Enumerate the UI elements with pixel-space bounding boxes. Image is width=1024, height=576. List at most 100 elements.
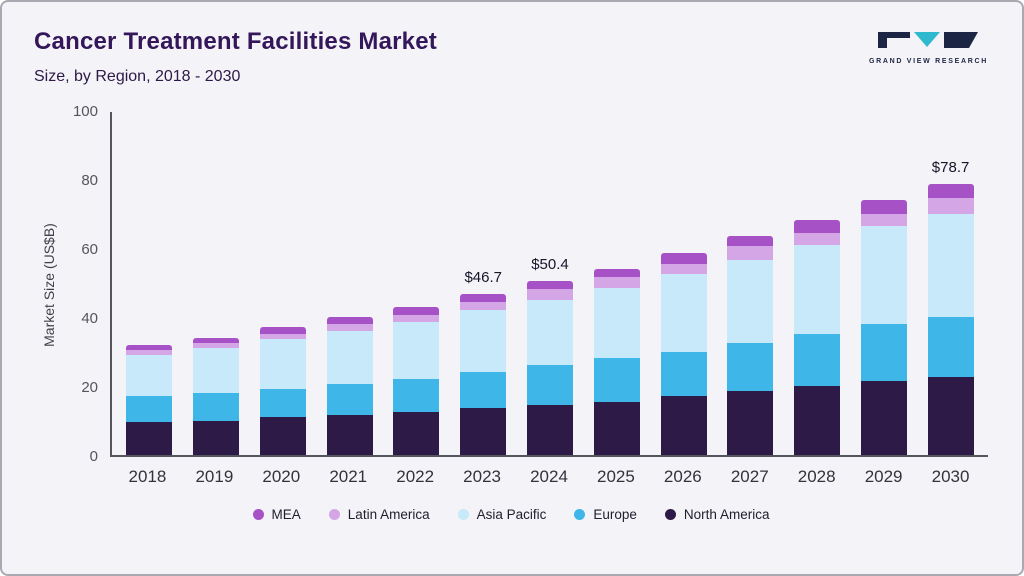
x-axis-label-2028: 2028 xyxy=(797,467,836,486)
bar-segment-north-america[interactable] xyxy=(460,408,507,455)
legend-item-asia-pacific[interactable]: Asia Pacific xyxy=(457,507,546,522)
stacked-bar-2019[interactable] xyxy=(193,337,240,455)
bar-segment-asia-pacific[interactable] xyxy=(860,225,907,324)
stacked-bar-2021[interactable] xyxy=(326,317,373,455)
bar-group-2026 xyxy=(650,253,717,455)
bar-segment-mea[interactable] xyxy=(326,317,373,324)
bar-segment-latin-america[interactable] xyxy=(794,232,841,245)
bar-segment-north-america[interactable] xyxy=(860,380,907,455)
bar-segment-asia-pacific[interactable] xyxy=(794,244,841,335)
bar-segment-mea[interactable] xyxy=(460,293,507,302)
legend-item-north-america[interactable]: North America xyxy=(664,507,769,522)
bar-segment-europe[interactable] xyxy=(660,351,707,397)
bar-segment-latin-america[interactable] xyxy=(259,334,306,340)
bar-segment-europe[interactable] xyxy=(460,372,507,409)
bar-segment-latin-america[interactable] xyxy=(727,246,774,261)
bar-segment-latin-america[interactable] xyxy=(326,323,373,331)
bar-segment-asia-pacific[interactable] xyxy=(660,273,707,352)
bar-segment-latin-america[interactable] xyxy=(860,213,907,226)
bar-segment-north-america[interactable] xyxy=(326,415,373,455)
x-axis-label-2029: 2029 xyxy=(864,467,903,486)
bar-segment-north-america[interactable] xyxy=(393,411,440,455)
legend-item-mea[interactable]: MEA xyxy=(252,507,301,522)
bar-segment-north-america[interactable] xyxy=(727,391,774,455)
y-tick-label: 40 xyxy=(81,310,98,327)
bar-segment-mea[interactable] xyxy=(727,235,774,247)
bar-segment-latin-america[interactable] xyxy=(193,342,240,349)
stacked-bar-2024[interactable] xyxy=(526,281,573,455)
bar-segment-europe[interactable] xyxy=(927,317,974,378)
stacked-bar-2027[interactable] xyxy=(727,235,774,455)
x-axis-label-2022: 2022 xyxy=(396,467,435,486)
bar-segment-asia-pacific[interactable] xyxy=(927,213,974,317)
bar-segment-mea[interactable] xyxy=(794,220,841,233)
bar-segment-mea[interactable] xyxy=(393,306,440,316)
header: Cancer Treatment Facilities Market Size,… xyxy=(34,28,988,86)
bar-group-2025 xyxy=(583,268,650,455)
stacked-bar-2026[interactable] xyxy=(660,253,707,455)
bar-segment-europe[interactable] xyxy=(860,323,907,381)
bar-segment-asia-pacific[interactable] xyxy=(126,354,173,397)
bar-segment-north-america[interactable] xyxy=(927,377,974,455)
bar-segment-asia-pacific[interactable] xyxy=(460,310,507,373)
stacked-bar-2020[interactable] xyxy=(259,327,306,455)
bar-segment-mea[interactable] xyxy=(526,281,573,290)
bar-segment-latin-america[interactable] xyxy=(460,301,507,311)
bar-segment-mea[interactable] xyxy=(126,344,173,350)
bar-segment-europe[interactable] xyxy=(259,389,306,418)
bar-segment-mea[interactable] xyxy=(660,253,707,264)
bar-segment-europe[interactable] xyxy=(193,392,240,421)
bar-segment-asia-pacific[interactable] xyxy=(259,339,306,390)
stacked-bar-2028[interactable] xyxy=(794,220,841,455)
bar-segment-latin-america[interactable] xyxy=(593,277,640,288)
legend-swatch xyxy=(457,509,469,520)
bar-group-2030: $78.7 xyxy=(917,159,984,455)
bar-segment-europe[interactable] xyxy=(326,384,373,416)
page-subtitle: Size, by Region, 2018 - 2030 xyxy=(34,68,241,85)
x-axis-label-2023: 2023 xyxy=(463,467,501,486)
stacked-bar-2022[interactable] xyxy=(393,306,440,455)
legend-item-europe[interactable]: Europe xyxy=(574,507,637,522)
bar-segment-asia-pacific[interactable] xyxy=(526,299,573,366)
bar-segment-asia-pacific[interactable] xyxy=(727,260,774,343)
bar-segment-latin-america[interactable] xyxy=(660,263,707,274)
bar-segment-mea[interactable] xyxy=(927,183,974,198)
stacked-bar-2025[interactable] xyxy=(593,268,640,455)
bar-segment-latin-america[interactable] xyxy=(927,197,974,214)
bar-segment-europe[interactable] xyxy=(526,365,573,405)
stacked-bar-2023[interactable] xyxy=(460,293,507,455)
bar-segment-europe[interactable] xyxy=(126,396,173,423)
bar-segment-europe[interactable] xyxy=(593,358,640,402)
legend-label: Latin America xyxy=(347,507,430,522)
bar-segment-latin-america[interactable] xyxy=(526,289,573,300)
bar-segment-north-america[interactable] xyxy=(259,417,306,455)
bar-segment-north-america[interactable] xyxy=(593,401,640,455)
bar-segment-latin-america[interactable] xyxy=(393,315,440,323)
bar-segment-latin-america[interactable] xyxy=(126,349,173,355)
brand-logo-text: GRAND VIEW RESEARCH xyxy=(868,58,988,65)
bar-segment-asia-pacific[interactable] xyxy=(593,287,640,359)
bar-segment-mea[interactable] xyxy=(193,337,240,343)
stacked-bar-2030[interactable] xyxy=(927,183,974,455)
bar-segment-asia-pacific[interactable] xyxy=(193,348,240,393)
bar-segment-asia-pacific[interactable] xyxy=(326,330,373,385)
bar-segment-north-america[interactable] xyxy=(794,386,841,455)
bar-segment-europe[interactable] xyxy=(727,342,774,392)
bar-group-2018 xyxy=(116,344,183,455)
bar-segment-mea[interactable] xyxy=(259,327,306,335)
bar-segment-north-america[interactable] xyxy=(660,396,707,455)
bar-segment-mea[interactable] xyxy=(593,268,640,278)
bar-segment-asia-pacific[interactable] xyxy=(393,322,440,380)
stacked-bar-2029[interactable] xyxy=(860,199,907,455)
bar-segment-north-america[interactable] xyxy=(126,422,173,455)
stacked-bar-2018[interactable] xyxy=(126,344,173,455)
legend-item-latin-america[interactable]: Latin America xyxy=(328,507,430,522)
bar-segment-europe[interactable] xyxy=(794,334,841,386)
chart: Market Size (US$B) 0 20 40 60 80 100 $46.7 $50… xyxy=(34,103,988,487)
bar-segment-europe[interactable] xyxy=(393,379,440,412)
bar-segment-north-america[interactable] xyxy=(193,420,240,455)
bar-segment-mea[interactable] xyxy=(860,199,907,214)
bar-segment-north-america[interactable] xyxy=(526,404,573,455)
legend-swatch xyxy=(252,509,264,520)
